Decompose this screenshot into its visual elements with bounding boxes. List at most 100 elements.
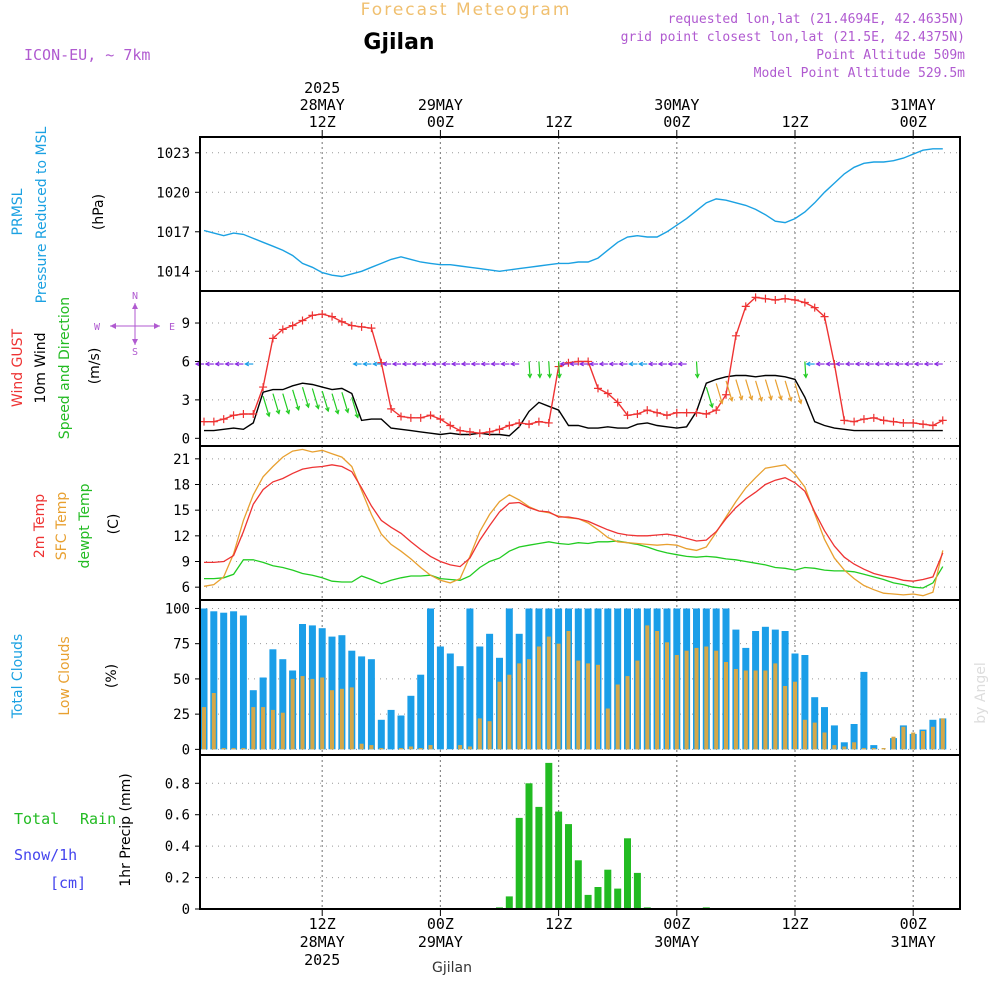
low-clouds-bar	[881, 748, 886, 750]
gust-point	[318, 310, 327, 319]
wind-arrow-head	[805, 361, 811, 367]
gust-point	[495, 425, 504, 434]
low-clouds-bar	[477, 718, 482, 750]
gust-point	[544, 418, 553, 427]
gust-point	[938, 416, 947, 425]
wind-arrow-head	[334, 409, 340, 415]
gust-point	[416, 413, 425, 422]
low-clouds-bar	[871, 748, 876, 750]
wind-arrow	[548, 361, 551, 378]
low-clouds-bar	[458, 745, 463, 750]
gust-point	[298, 316, 307, 325]
svg-text:E: E	[169, 322, 175, 333]
gust-point	[534, 417, 543, 426]
wind-ytick-label: 6	[182, 354, 190, 370]
wind-ytick-label: 0	[182, 431, 190, 447]
low-clouds-bar	[320, 677, 325, 750]
wind-arrow-head	[265, 412, 271, 418]
gust-point	[603, 389, 612, 398]
low-clouds-bar	[714, 650, 719, 750]
rain-bar	[555, 811, 563, 909]
gust-point	[800, 298, 809, 307]
wind-arrow	[282, 393, 290, 414]
wind-arrow-head	[431, 361, 437, 367]
low-clouds-bar	[310, 678, 315, 750]
gust-point	[643, 406, 652, 415]
low-clouds-bar	[536, 646, 541, 750]
low-clouds-bar	[586, 663, 591, 750]
low-clouds-bar	[339, 688, 344, 750]
low-clouds-bar	[940, 718, 945, 750]
top-time-label: 12Z	[545, 113, 572, 131]
gust-point	[928, 421, 937, 430]
gust-point	[259, 383, 268, 392]
total-clouds-bar	[387, 709, 395, 750]
low-clouds-bar	[635, 660, 640, 750]
wind-arrow-head	[214, 361, 220, 367]
wind-arrow-head	[305, 403, 310, 409]
model-label: ICON-EU, ~ 7km	[24, 46, 150, 64]
gust-point	[840, 416, 849, 425]
low-clouds-bar	[911, 732, 916, 750]
low-clouds-bar	[300, 676, 305, 750]
wind-arrow-head	[647, 361, 653, 367]
wind-arrow-head	[411, 361, 417, 367]
low-clouds-bar	[861, 748, 866, 750]
wind-arrow-head	[285, 409, 291, 415]
wind-arrow-head	[778, 395, 783, 401]
wind-arrow-head	[354, 413, 360, 419]
grid-layer	[200, 137, 960, 910]
gust-point	[712, 406, 721, 415]
low-clouds-bar	[852, 742, 857, 750]
low-clouds-bar	[379, 748, 384, 750]
pressure-ytick-label: 1023	[156, 146, 190, 162]
low-clouds-bar	[231, 748, 236, 750]
wind-arrow-head	[441, 361, 447, 367]
total-clouds-bar	[456, 666, 464, 750]
low-clouds-bar	[674, 655, 679, 750]
gust-label: Wind GUST	[10, 328, 26, 407]
total-clouds-bar	[486, 633, 494, 750]
gust-point	[879, 416, 888, 425]
low-clouds-bar	[783, 686, 788, 750]
total-clouds-bar	[210, 611, 218, 750]
wind-arrow-head	[835, 361, 841, 367]
wind-arrow	[755, 380, 763, 401]
wind-arrow	[538, 361, 541, 378]
wind-arrow-head	[903, 361, 909, 367]
wind-arrow-head	[694, 373, 700, 379]
wind-arrow-head	[933, 361, 939, 367]
top-time-label: 28MAY	[300, 96, 345, 114]
wind-arrow-head	[391, 361, 397, 367]
temp-panel-frame	[199, 445, 961, 601]
total-clouds-bar	[604, 608, 612, 750]
low-clouds-bar	[615, 684, 620, 750]
wind-arrow-head	[569, 361, 575, 367]
bottom-time-label: 2025	[304, 951, 340, 969]
wind-arrow	[745, 379, 753, 400]
gust-point	[613, 398, 622, 407]
rain-bar	[565, 824, 572, 909]
gust-point	[209, 417, 218, 426]
gust-point	[909, 418, 918, 427]
wind-arrow-head	[728, 396, 734, 402]
wind-arrow-head	[628, 361, 634, 367]
bottom-time-label: 00Z	[427, 915, 454, 933]
low-clouds-bar	[270, 709, 275, 750]
wind-arrow	[528, 361, 531, 378]
wind-arrow-head	[470, 361, 476, 367]
wind-arrow-head	[913, 361, 919, 367]
total-clouds-bar	[870, 745, 878, 750]
low-clouds-bar	[596, 664, 600, 750]
low-clouds-bar	[625, 676, 630, 750]
wind-arrow-head	[854, 361, 860, 367]
top-time-label: 00Z	[663, 113, 690, 131]
wind-arrow-head	[608, 361, 614, 367]
low-clouds-bar	[330, 690, 334, 750]
wind-arrow-head	[500, 361, 506, 367]
point-altitude: Point Altitude 509m	[816, 48, 965, 63]
low-clouds-bar	[241, 748, 246, 750]
rain-bar	[604, 869, 612, 909]
low-clouds-bar	[418, 748, 423, 750]
wind-arrow-head	[748, 395, 754, 401]
